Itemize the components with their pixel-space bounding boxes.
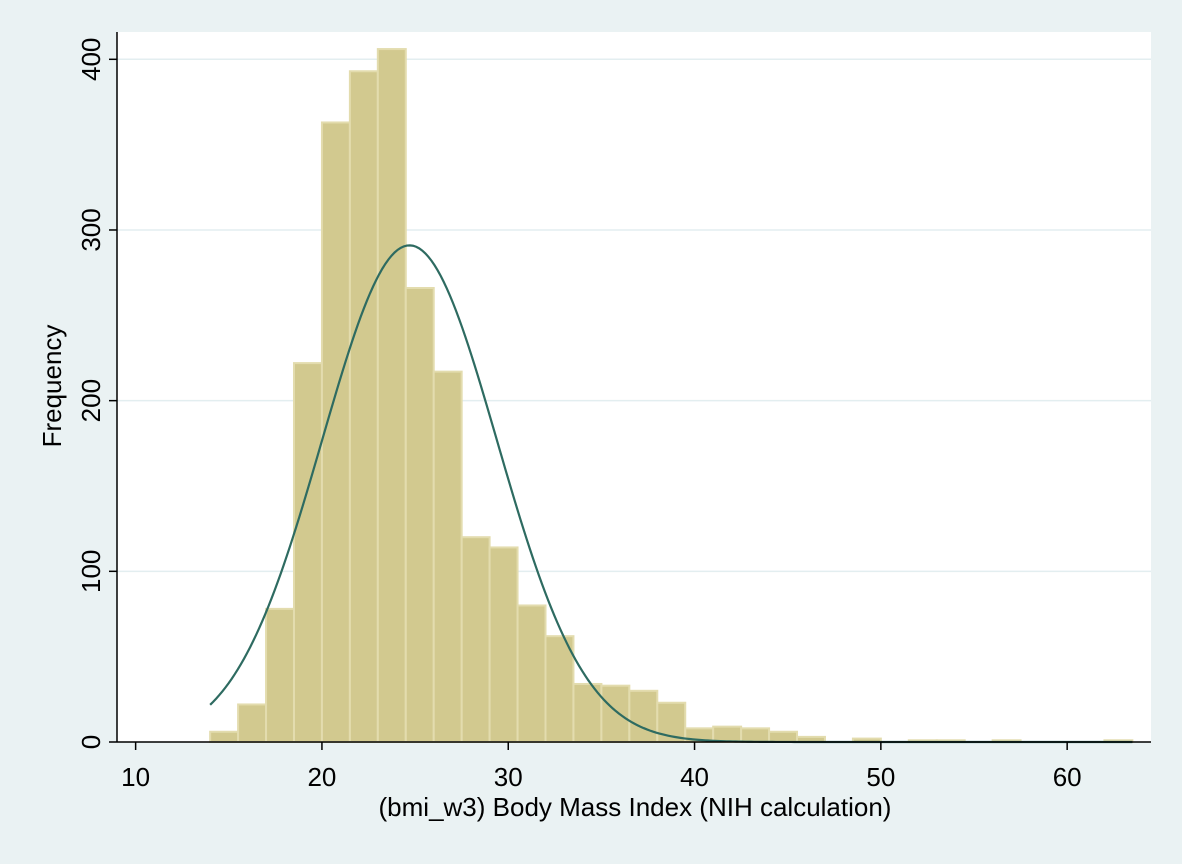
x-tick-label: 20 — [307, 762, 336, 792]
histogram-bar — [404, 287, 435, 743]
histogram-bar — [544, 635, 575, 743]
tick-labels: 10 20 30 40 50 60 0 100 200 300 400 — [76, 38, 1082, 792]
histogram-bar — [376, 48, 407, 743]
histogram-bar — [628, 689, 659, 744]
x-tick-label: 50 — [866, 762, 895, 792]
histogram-bar — [265, 607, 295, 743]
y-tick-label: 0 — [76, 735, 106, 749]
y-axis-title: Frequency — [37, 325, 67, 448]
histogram-bar — [292, 362, 323, 743]
histogram-bar — [348, 70, 379, 743]
y-tick-label: 400 — [76, 38, 106, 81]
x-tick-label: 40 — [680, 762, 709, 792]
histogram-bar — [516, 604, 547, 744]
histogram-bar — [460, 536, 491, 744]
histogram-bar — [209, 730, 240, 744]
histogram-bar — [740, 727, 771, 743]
gridlines — [117, 58, 1151, 573]
histogram-bar — [320, 121, 351, 744]
x-tick-label: 60 — [1053, 762, 1082, 792]
histogram-bar — [712, 725, 743, 743]
histogram-bar — [768, 730, 799, 744]
axes — [116, 32, 1151, 743]
x-tick-label: 30 — [494, 762, 523, 792]
histogram-bar — [488, 546, 519, 743]
y-tick-label: 200 — [76, 379, 106, 422]
x-tick-label: 10 — [121, 762, 150, 792]
histogram-bar — [237, 703, 268, 743]
histogram-bar — [600, 684, 631, 743]
y-tick-label: 300 — [76, 208, 106, 251]
x-axis-title: (bmi_w3) Body Mass Index (NIH calculatio… — [379, 792, 892, 822]
histogram-bar — [432, 370, 463, 743]
y-tick-label: 100 — [76, 550, 106, 593]
